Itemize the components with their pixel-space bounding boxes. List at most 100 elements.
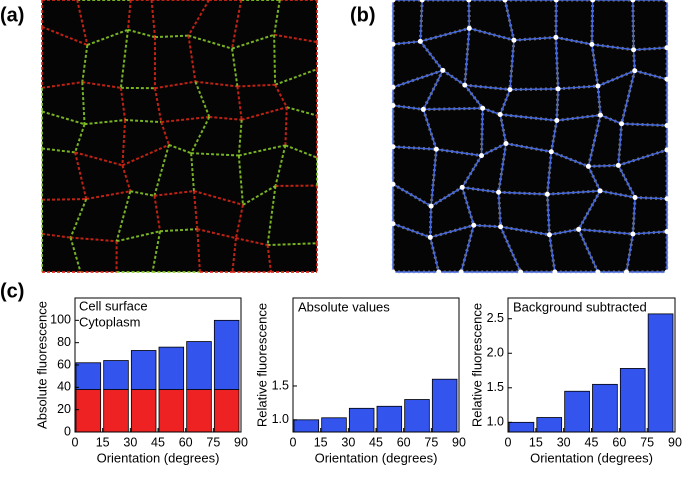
x-tick-label: 45: [369, 435, 383, 449]
junction: [632, 68, 637, 73]
y-axis-label: Relative fluorescence: [469, 303, 484, 427]
x-tick-label: 30: [123, 435, 137, 449]
bar-segment: [159, 347, 184, 389]
x-tick-label: 0: [72, 435, 79, 449]
x-tick-label: 0: [505, 435, 512, 449]
y-tick-label: 80: [57, 335, 71, 349]
junction: [552, 270, 557, 275]
bar: [294, 420, 319, 432]
x-axis-label: Orientation (degrees): [530, 450, 653, 465]
junction: [630, 232, 635, 237]
bar-segment: [131, 390, 156, 432]
junction: [434, 147, 439, 152]
junction: [480, 106, 485, 111]
junction: [554, 118, 559, 123]
x-tick-label: 15: [529, 435, 543, 449]
junction: [460, 185, 465, 190]
y-tick-label: 1.5: [272, 378, 289, 392]
bar: [405, 400, 430, 432]
junction: [547, 232, 552, 237]
cell-edge-trace: [633, 0, 634, 50]
junction: [576, 227, 581, 232]
x-tick-label: 90: [234, 435, 248, 449]
y-tick-label: 1.5: [487, 380, 504, 394]
junction: [391, 270, 396, 275]
junction: [498, 112, 503, 117]
x-tick-label: 15: [314, 435, 328, 449]
bar: [432, 379, 457, 432]
bar-segment: [214, 390, 239, 432]
junction: [586, 164, 591, 169]
x-tick-label: 90: [668, 435, 682, 449]
junction: [511, 38, 516, 43]
y-axis-label: Relative fluorescence: [254, 303, 269, 427]
junction: [545, 192, 550, 197]
junction: [479, 153, 484, 158]
cell-edge-trace: [592, 0, 593, 44]
bar: [322, 418, 347, 432]
junction: [598, 188, 603, 193]
y-tick-label: 2.5: [487, 311, 504, 325]
bar: [349, 408, 374, 432]
junction: [391, 221, 396, 226]
junction: [498, 224, 503, 229]
cell-edge-trace: [588, 165, 618, 166]
bar: [593, 384, 618, 432]
bar-segment: [76, 390, 101, 432]
bar-segment: [187, 390, 212, 432]
x-tick-label: 75: [640, 435, 654, 449]
x-tick-label: 45: [585, 435, 599, 449]
junction: [391, 182, 396, 187]
panel-label: (a): [0, 4, 24, 26]
x-axis-label: Orientation (degrees): [315, 450, 438, 465]
junction: [665, 270, 670, 275]
junction: [518, 270, 523, 275]
junction: [418, 39, 423, 44]
junction: [633, 195, 638, 200]
x-tick-label: 15: [96, 435, 110, 449]
junction: [471, 223, 476, 228]
junction: [619, 121, 624, 126]
junction: [616, 163, 621, 168]
legend-label: Cell surface: [79, 298, 148, 313]
x-tick-label: 0: [290, 435, 297, 449]
x-tick-label: 30: [557, 435, 571, 449]
x-tick-label: 45: [151, 435, 165, 449]
junction: [665, 77, 670, 82]
junction: [391, 42, 396, 47]
chart-title: Absolute values: [298, 299, 390, 314]
junction: [556, 86, 561, 91]
panel-label: (c): [0, 280, 24, 302]
junction: [665, 147, 670, 152]
bar: [537, 417, 562, 432]
panel-label: (b): [350, 4, 376, 26]
y-tick-label: 1.0: [487, 415, 504, 429]
bar-segment: [187, 342, 212, 390]
x-tick-label: 30: [341, 435, 355, 449]
bar-segment: [214, 320, 239, 389]
junction: [429, 204, 434, 209]
y-tick-label: 2.0: [487, 346, 504, 360]
junction: [624, 270, 629, 275]
chart-title: Background subtracted: [513, 299, 647, 314]
junction: [595, 83, 600, 88]
junction: [665, 123, 670, 128]
bar-segment: [104, 361, 129, 390]
y-tick-label: 40: [57, 380, 71, 394]
cell-edge-trace: [510, 89, 558, 90]
junction: [391, 144, 396, 149]
junction: [462, 83, 467, 88]
bar: [509, 422, 534, 432]
junction: [553, 35, 558, 40]
junction: [631, 47, 636, 52]
junction: [665, 45, 670, 50]
y-tick-label: 100: [50, 313, 71, 327]
junction: [391, 103, 396, 108]
junction: [598, 113, 603, 118]
junction: [549, 149, 554, 154]
x-tick-label: 75: [206, 435, 220, 449]
bar-segment: [131, 350, 156, 389]
x-tick-label: 60: [612, 435, 626, 449]
cell-edge-trace: [430, 206, 431, 237]
